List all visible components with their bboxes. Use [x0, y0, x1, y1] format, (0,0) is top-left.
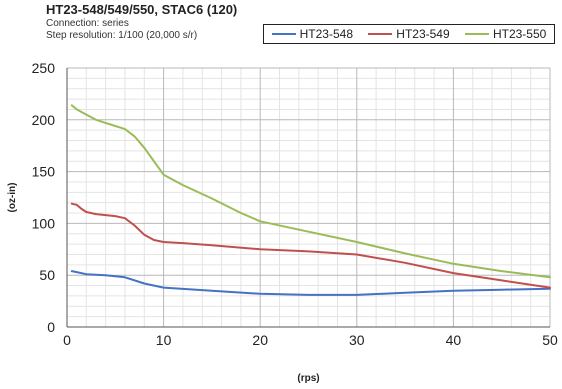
series-line-ht23-549	[70, 202, 551, 289]
chart-title: HT23-548/549/550, STAC6 (120)	[46, 2, 238, 17]
y-tick-label: 100	[32, 215, 56, 231]
x-tick-label: 40	[446, 332, 462, 348]
y-axis-label: (oz-in)	[7, 183, 18, 213]
y-tick-label: 250	[32, 60, 56, 76]
legend-swatch-ht23-549	[368, 33, 393, 35]
legend-item-ht23-550: HT23-550	[464, 27, 547, 41]
x-tick-label: 50	[542, 332, 558, 348]
x-tick-label: 30	[349, 332, 365, 348]
x-axis-label: (rps)	[297, 373, 319, 384]
legend-label-ht23-549: HT23-549	[396, 27, 450, 41]
y-tick-label: 200	[32, 112, 56, 128]
series-line-ht23-548	[70, 270, 551, 296]
legend-item-ht23-549: HT23-549	[368, 27, 450, 41]
x-tick-label: 10	[156, 332, 172, 348]
legend-swatch-ht23-550	[464, 33, 489, 35]
y-tick-label: 150	[32, 164, 56, 180]
y-tick-label: 0	[47, 319, 55, 335]
legend-label-ht23-550: HT23-550	[492, 27, 547, 41]
legend-label-ht23-548: HT23-548	[299, 27, 354, 41]
x-tick-label: 20	[252, 332, 268, 348]
step-resolution-text: Step resolution: 1/100 (20,000 s/r)	[46, 30, 198, 41]
chart-legend: HT23-548 HT23-549 HT23-550	[263, 24, 555, 44]
y-tick-label: 50	[39, 267, 55, 283]
series-line-ht23-550	[70, 104, 551, 279]
legend-swatch-ht23-548	[271, 33, 296, 35]
connection-text: Connection: series	[46, 18, 129, 29]
chart-header: HT23-548/549/550, STAC6 (120) Connection…	[46, 2, 237, 42]
legend-item-ht23-548: HT23-548	[271, 27, 354, 41]
x-tick-label: 0	[63, 332, 71, 348]
